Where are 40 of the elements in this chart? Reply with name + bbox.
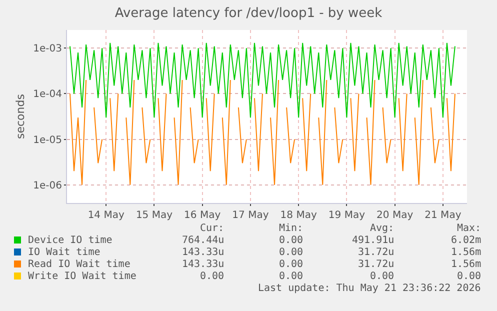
x-tick-label: 18 May bbox=[280, 210, 317, 221]
text: 6.02m bbox=[451, 235, 482, 246]
text: 0.00 bbox=[279, 247, 304, 258]
text: 1.56m bbox=[451, 247, 482, 258]
text: 31.72u bbox=[358, 247, 394, 258]
legend-label: Read IO Wait time bbox=[28, 259, 130, 270]
y-axis-title: seconds bbox=[14, 94, 27, 139]
x-tick-label: 20 May bbox=[376, 210, 414, 221]
text: 0.00 bbox=[279, 235, 304, 246]
y-tick-label: 1e-06 bbox=[33, 180, 62, 192]
text: 0.00 bbox=[200, 271, 224, 282]
text: 764.44u bbox=[182, 235, 224, 246]
text: 0.00 bbox=[370, 271, 394, 282]
text: 0.00 bbox=[279, 271, 304, 282]
text: 0.00 bbox=[457, 271, 482, 282]
text: 1.56m bbox=[451, 259, 482, 270]
y-tick-label: 1e-03 bbox=[33, 44, 62, 55]
text: Max: bbox=[457, 223, 482, 234]
text: Avg: bbox=[370, 223, 394, 234]
x-tick-label: 15 May bbox=[136, 210, 173, 221]
text: Cur: bbox=[200, 223, 224, 234]
text: 143.33u bbox=[182, 247, 224, 258]
text: Last update: Thu May 21 23:36:22 2026 bbox=[258, 283, 481, 294]
x-tick-label: 17 May bbox=[232, 210, 269, 221]
x-tick-label: 16 May bbox=[184, 210, 221, 221]
x-tick-label: 14 May bbox=[88, 210, 124, 221]
x-tick-label: 19 May bbox=[328, 210, 366, 221]
text: 143.33u bbox=[182, 259, 224, 270]
text: 31.72u bbox=[358, 259, 394, 270]
chart-title: Average latency for /dev/loop1 - by week bbox=[114, 6, 383, 22]
legend-label: Write IO Wait time bbox=[28, 271, 136, 282]
y-tick-label: 1e-04 bbox=[33, 89, 62, 100]
text: 491.91u bbox=[352, 235, 394, 246]
text: Min: bbox=[279, 223, 304, 234]
text: 0.00 bbox=[279, 259, 304, 270]
legend-label: IO Wait time bbox=[28, 247, 100, 258]
x-tick-label: 21 May bbox=[424, 210, 462, 221]
legend-label: Device IO time bbox=[28, 235, 112, 246]
line-series bbox=[70, 42, 456, 118]
y-tick-label: 1e-05 bbox=[33, 134, 62, 146]
